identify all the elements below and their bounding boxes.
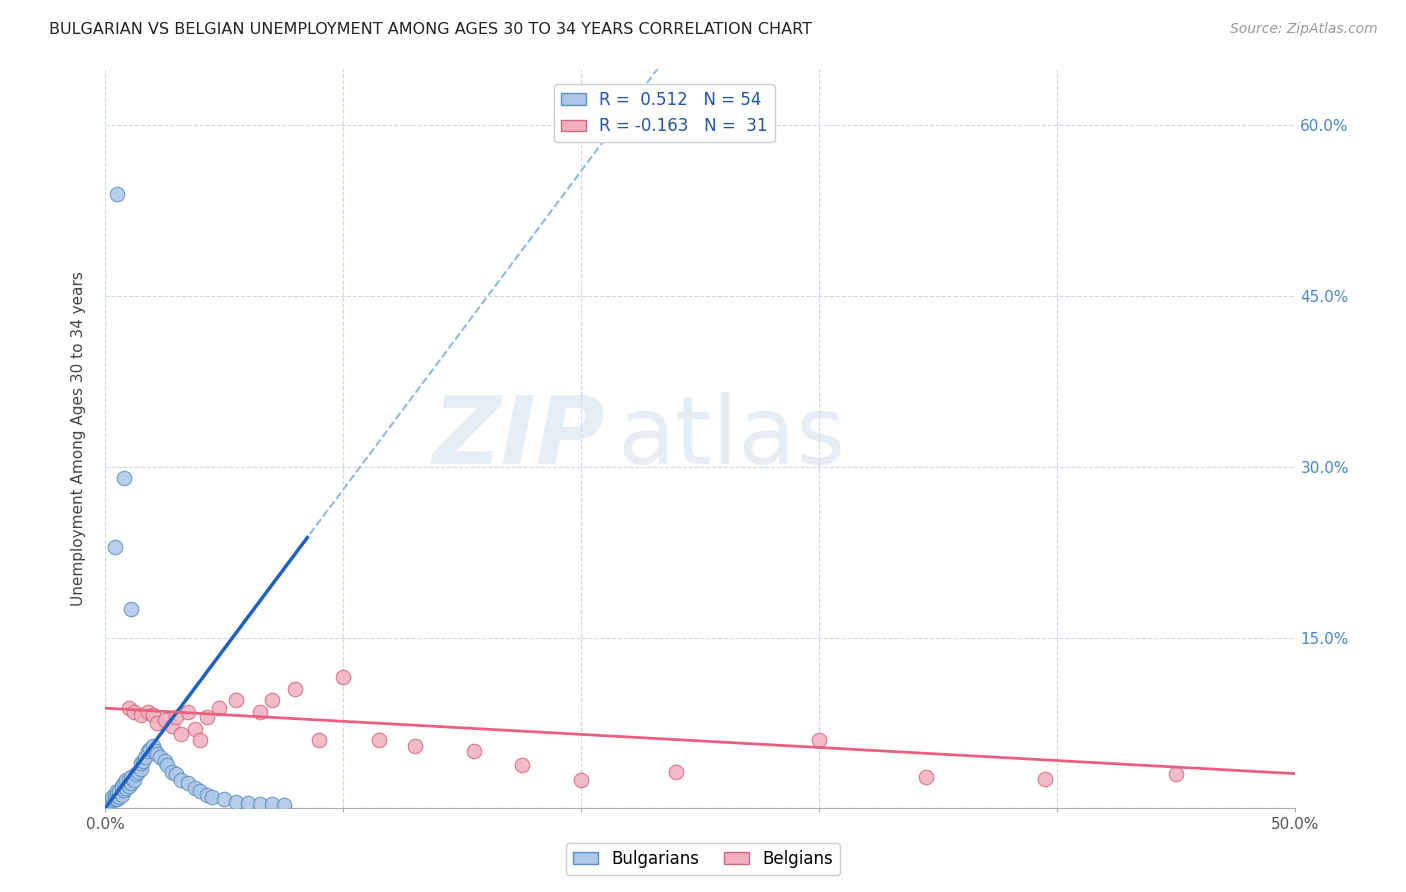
Point <box>1166 767 1188 781</box>
Point <box>308 733 330 747</box>
Point <box>184 722 207 736</box>
Point <box>98 796 121 810</box>
Point <box>111 780 134 795</box>
Point <box>120 776 142 790</box>
Point <box>332 671 354 685</box>
Point <box>915 770 938 784</box>
Point <box>195 710 218 724</box>
Y-axis label: Unemployment Among Ages 30 to 34 years: Unemployment Among Ages 30 to 34 years <box>72 271 86 606</box>
Point <box>101 789 124 804</box>
Point <box>201 789 224 804</box>
Point <box>103 792 125 806</box>
Point <box>111 788 134 802</box>
Point <box>153 754 176 768</box>
Point <box>225 795 247 809</box>
Point <box>129 756 152 770</box>
Point <box>160 719 183 733</box>
Point <box>156 758 179 772</box>
Point <box>212 792 235 806</box>
Point <box>160 764 183 779</box>
Point <box>146 716 169 731</box>
Point <box>101 793 124 807</box>
Point <box>195 788 218 802</box>
Point <box>115 780 138 795</box>
Point <box>260 693 283 707</box>
Point <box>115 772 138 787</box>
Point <box>284 681 307 696</box>
Point <box>118 701 141 715</box>
Point <box>165 710 187 724</box>
Point <box>188 733 211 747</box>
Point <box>146 747 169 761</box>
Point <box>132 754 155 768</box>
Point <box>105 792 128 806</box>
Point <box>122 705 145 719</box>
Point <box>208 701 231 715</box>
Point <box>127 764 149 779</box>
Point <box>225 693 247 707</box>
Point <box>129 708 152 723</box>
Point <box>463 744 485 758</box>
Point <box>112 776 135 790</box>
Point <box>153 713 176 727</box>
Point <box>136 744 159 758</box>
Point <box>569 772 592 787</box>
Point <box>367 733 389 747</box>
Point <box>142 739 165 753</box>
Point <box>1035 772 1057 786</box>
Point <box>177 776 200 790</box>
Text: Source: ZipAtlas.com: Source: ZipAtlas.com <box>1230 22 1378 37</box>
Point <box>120 770 142 784</box>
Point <box>136 705 159 719</box>
Point <box>129 762 152 776</box>
Point <box>112 783 135 797</box>
Point <box>249 797 271 811</box>
Point <box>260 797 283 811</box>
Point <box>808 733 831 747</box>
Point <box>134 750 156 764</box>
Legend: R =  0.512   N = 54, R = -0.163   N =  31: R = 0.512 N = 54, R = -0.163 N = 31 <box>554 84 775 142</box>
Point <box>125 767 148 781</box>
Point <box>108 784 131 798</box>
Point <box>118 772 141 787</box>
Point <box>105 784 128 798</box>
Point <box>118 779 141 793</box>
Point <box>122 772 145 787</box>
Point <box>404 739 426 753</box>
Point <box>170 772 193 787</box>
Point <box>108 789 131 804</box>
Point <box>103 788 125 802</box>
Point <box>249 705 271 719</box>
Point <box>273 797 295 812</box>
Point <box>510 758 533 772</box>
Point <box>170 727 193 741</box>
Point <box>105 186 128 201</box>
Point <box>184 780 207 795</box>
Text: ZIP: ZIP <box>432 392 605 484</box>
Point <box>236 796 259 810</box>
Point <box>143 744 166 758</box>
Point <box>103 540 125 554</box>
Point <box>165 767 187 781</box>
Point <box>149 750 172 764</box>
Point <box>139 742 162 756</box>
Point <box>177 705 200 719</box>
Point <box>142 708 165 723</box>
Point <box>105 788 128 802</box>
Point <box>120 602 142 616</box>
Legend: Bulgarians, Belgians: Bulgarians, Belgians <box>567 844 839 875</box>
Point <box>665 764 688 779</box>
Text: atlas: atlas <box>617 392 845 484</box>
Text: BULGARIAN VS BELGIAN UNEMPLOYMENT AMONG AGES 30 TO 34 YEARS CORRELATION CHART: BULGARIAN VS BELGIAN UNEMPLOYMENT AMONG … <box>49 22 813 37</box>
Point <box>188 784 211 798</box>
Point <box>111 779 134 793</box>
Point <box>112 471 135 485</box>
